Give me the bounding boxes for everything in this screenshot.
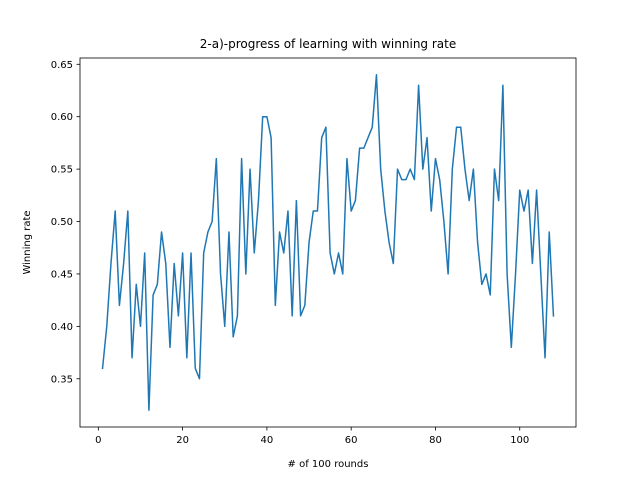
x-axis-label: # of 100 rounds (288, 459, 369, 470)
y-tick-label: 0.45 (51, 269, 73, 280)
x-tick-label: 0 (95, 435, 101, 446)
y-tick-label: 0.50 (51, 217, 73, 228)
x-tick-label: 80 (429, 435, 442, 446)
x-tick-label: 20 (176, 435, 189, 446)
x-tick-label: 100 (510, 435, 529, 446)
y-tick-label: 0.35 (51, 374, 73, 385)
plot-frame (79, 57, 577, 428)
y-axis-ticks: 0.35 0.40 0.45 0.50 0.55 0.60 0.65 (51, 60, 80, 385)
y-axis-label: Winning rate (22, 210, 33, 274)
x-tick-label: 40 (261, 435, 274, 446)
x-tick-label: 60 (345, 435, 358, 446)
chart-title: 2-a)-progress of learning with winning r… (200, 37, 456, 51)
winning-rate-line (101, 74, 555, 411)
y-tick-label: 0.60 (51, 112, 73, 123)
y-tick-label: 0.40 (51, 322, 73, 333)
y-tick-label: 0.65 (51, 60, 73, 71)
y-tick-label: 0.55 (51, 165, 73, 176)
x-axis-ticks: 0 20 40 60 80 100 (95, 427, 529, 446)
